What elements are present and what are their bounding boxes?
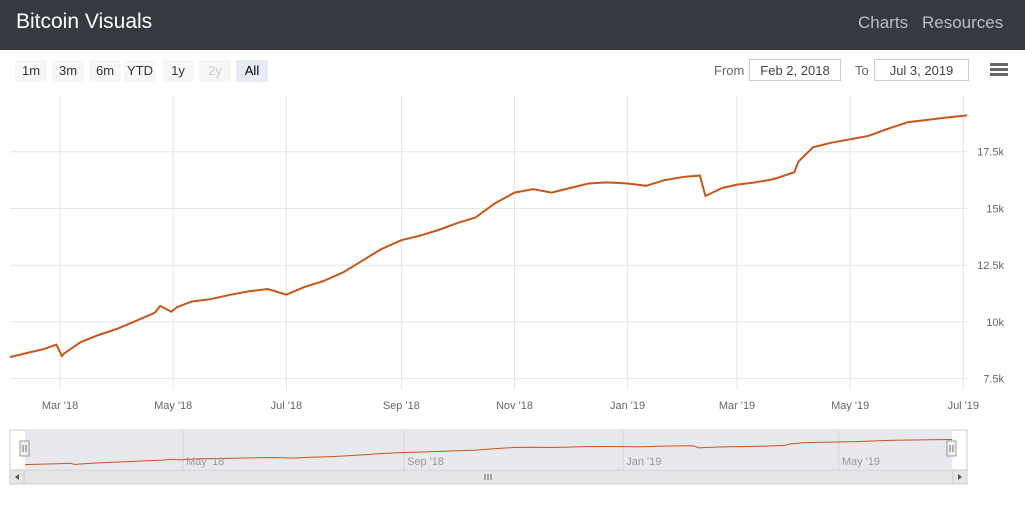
- navigator[interactable]: May '18 Sep '18 Jan '19 May '19: [9, 429, 968, 471]
- range-button-1y[interactable]: 1y: [162, 60, 194, 82]
- range-button-1m[interactable]: 1m: [15, 60, 47, 82]
- navigator-tick-label: May '18: [186, 456, 224, 468]
- nav-link-charts[interactable]: Charts: [858, 13, 909, 32]
- x-tick-label: Jul '18: [271, 400, 302, 412]
- x-tick-label: Jul '19: [948, 400, 979, 412]
- range-button-6m[interactable]: 6m: [89, 60, 121, 82]
- navigator-selected-range[interactable]: [25, 431, 952, 469]
- range-button-3m[interactable]: 3m: [52, 60, 84, 82]
- y-tick-label: 17.5k: [977, 147, 1004, 159]
- arrow-right-icon[interactable]: [952, 469, 968, 485]
- from-label: From: [714, 63, 745, 78]
- range-button-2y[interactable]: 2y: [199, 60, 231, 82]
- navigator-right-handle[interactable]: [946, 440, 957, 457]
- navigator-tick-label: May '19: [842, 456, 880, 468]
- x-axis-ticks: Mar '18 May '18 Jul '18 Sep '18 Nov '18 Jan '…: [42, 400, 979, 412]
- navigator-grid: [182, 430, 840, 470]
- y-axis-ticks: 7.5k 10k 12.5k 15k 17.5k: [977, 147, 1004, 386]
- range-button-ytd[interactable]: YTD: [124, 60, 156, 82]
- from-date-input[interactable]: Feb 2, 2018: [749, 59, 841, 81]
- x-tick-label: May '18: [154, 400, 192, 412]
- x-tick-label: Mar '18: [42, 400, 78, 412]
- x-tick-label: Mar '19: [719, 400, 755, 412]
- top-navbar: Bitcoin Visuals Charts Resources: [0, 0, 1025, 50]
- y-tick-label: 12.5k: [977, 260, 1004, 272]
- navigator-series-line: [24, 439, 953, 466]
- arrow-left-icon[interactable]: [9, 469, 25, 485]
- x-tick-label: Sep '18: [383, 400, 420, 412]
- site-brand[interactable]: Bitcoin Visuals: [16, 10, 153, 33]
- grid-lines: [10, 95, 967, 390]
- price-series-line: [9, 114, 968, 359]
- range-button-all[interactable]: All: [236, 60, 268, 82]
- navigator-tick-label: Sep '18: [407, 456, 444, 468]
- x-tick-label: May '19: [831, 400, 869, 412]
- navigator-ticks: May '18 Sep '18 Jan '19 May '19: [186, 456, 880, 468]
- to-label: To: [855, 63, 869, 78]
- x-tick-label: Jan '19: [610, 400, 645, 412]
- hamburger-menu-icon[interactable]: [990, 63, 1008, 77]
- y-tick-label: 7.5k: [983, 374, 1004, 386]
- y-tick-label: 15k: [986, 203, 1004, 215]
- grip-icon: [484, 474, 492, 480]
- navigator-left-handle[interactable]: [19, 440, 30, 457]
- y-tick-label: 10k: [986, 317, 1004, 329]
- nav-link-resources[interactable]: Resources: [922, 13, 1004, 32]
- x-tick-label: Nov '18: [496, 400, 533, 412]
- scrollbar[interactable]: [9, 469, 968, 485]
- navigator-tick-label: Jan '19: [626, 456, 661, 468]
- to-date-input[interactable]: Jul 3, 2019: [874, 59, 969, 81]
